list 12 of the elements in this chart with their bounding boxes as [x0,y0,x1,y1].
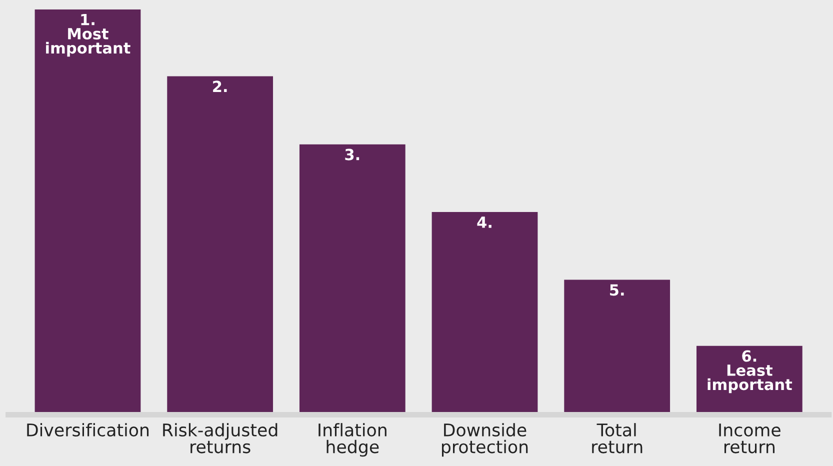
x-tick-label: Total return [592,423,642,454]
x-tick-label: Downside protection [442,423,528,457]
annotation: 4. [477,216,492,228]
x-tick-label: Income return [719,424,780,454]
annotation: 6. Least important [708,350,792,394]
x-tick-label: Diversification [27,423,149,437]
annotation: 3. [345,148,360,160]
annotation: 5. [610,284,624,296]
annotation: 2. [213,80,227,92]
x-tick-label: Inflation hedge [318,423,386,457]
annotation: 1. Most important [46,14,130,57]
x-tick-label: Risk-adjusted returns [163,423,278,454]
